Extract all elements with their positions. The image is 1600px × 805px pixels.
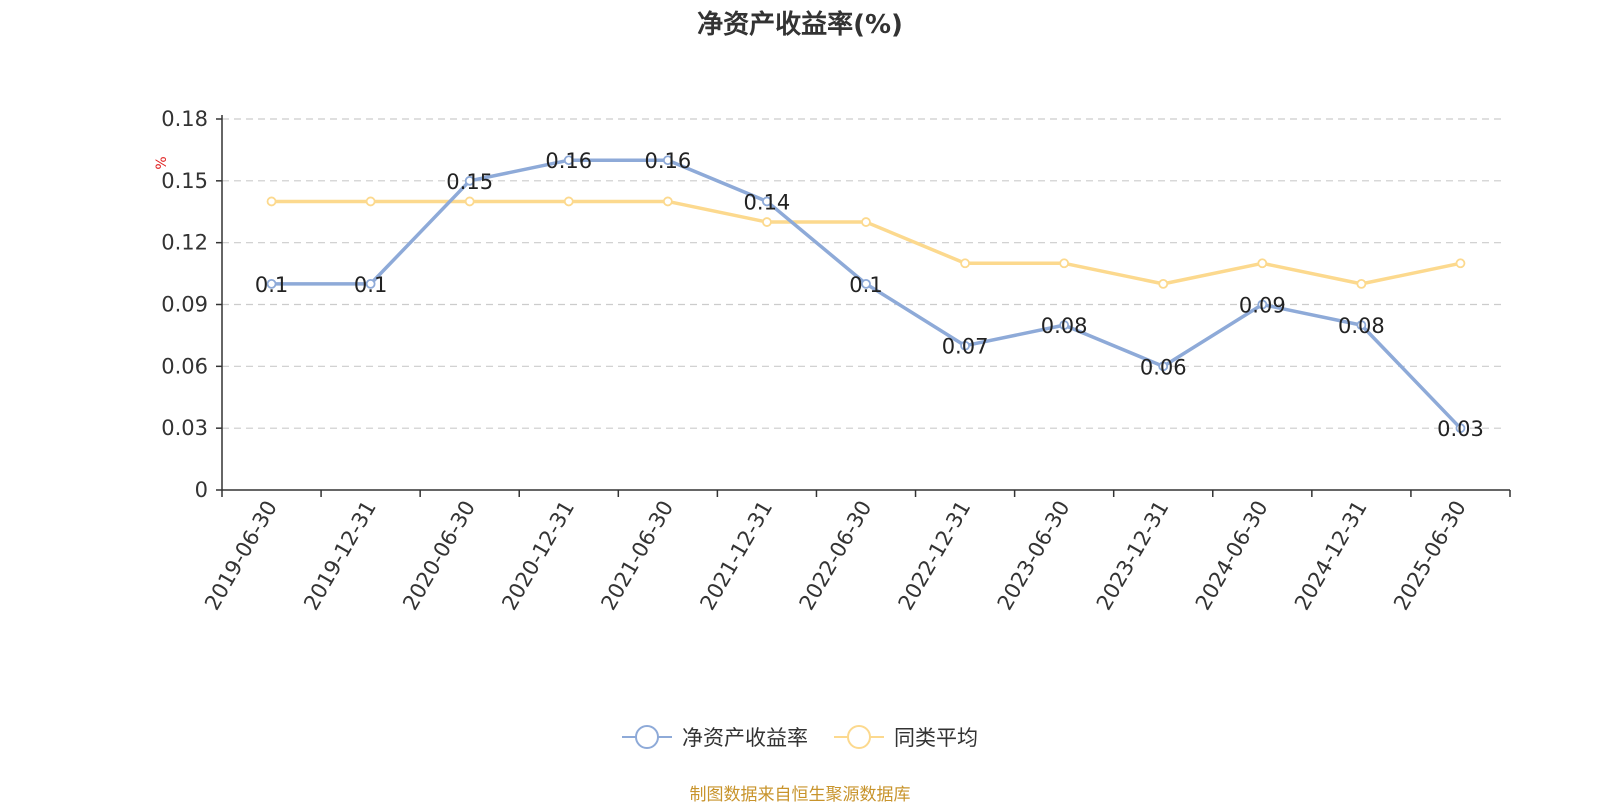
x-tick-label: 2019-06-30 [200, 497, 282, 615]
data-point-peer-average [464, 196, 475, 207]
legend-swatch-peer-average [834, 725, 884, 749]
x-tick-label: 2021-06-30 [596, 497, 678, 615]
data-point-peer-average [1158, 278, 1169, 289]
x-tick-label: 2023-06-30 [993, 497, 1075, 615]
y-tick-label: 0 [195, 478, 208, 502]
data-point-peer-average [1257, 258, 1268, 269]
data-point-roe [1158, 361, 1169, 372]
legend-label-peer-average: 同类平均 [894, 726, 978, 750]
legend-label-roe: 净资产收益率 [682, 726, 808, 750]
y-axis-label: % [154, 156, 170, 169]
y-tick-label: 0.03 [161, 416, 208, 440]
data-label: 0.08 [1041, 314, 1088, 338]
data-point-roe [1356, 320, 1367, 331]
data-point-peer-average [365, 196, 376, 207]
data-point-roe [266, 278, 277, 289]
x-tick-label: 2023-12-31 [1092, 497, 1174, 615]
data-point-roe [662, 155, 673, 166]
chart-title: 净资产收益率(%) [697, 10, 903, 40]
legend-item-roe[interactable]: 净资产收益率 [622, 722, 808, 752]
data-label: 0.1 [354, 273, 387, 297]
data-point-roe [1257, 299, 1268, 310]
data-point-roe [464, 175, 475, 186]
data-point-peer-average [960, 258, 970, 269]
data-point-peer-average [266, 196, 277, 207]
x-tick-label: 2021-12-31 [695, 497, 777, 615]
x-tick-label: 2024-12-31 [1290, 497, 1372, 615]
grid-lines [222, 118, 1502, 429]
data-point-roe [1059, 320, 1070, 331]
y-tick-label: 0.06 [161, 354, 208, 378]
data-label: 0.1 [255, 273, 288, 297]
data-point-peer-average [861, 217, 871, 227]
data-point-roe [960, 340, 970, 351]
axes: 0 0.03 0.06 0.09 0.12 0.15 0.18% 2019-06-30 2019… [154, 107, 1511, 615]
data-label: 0.15 [446, 170, 493, 194]
data-label: 0.16 [644, 149, 691, 173]
data-label: 0.07 [942, 335, 989, 359]
x-tick-label: 2022-06-30 [795, 497, 877, 615]
source-note: 制图数据来自恒生聚源数据库 [689, 785, 911, 805]
data-label: 0.03 [1437, 417, 1484, 441]
data-label: 0.06 [1140, 355, 1187, 379]
series [266, 155, 1466, 434]
x-tick-label: 2019-12-31 [299, 497, 381, 615]
data-labels: 0.1 0.1 0.15 0.16 0.16 0.14 0.1 0.07 0.08 0.06 0.0… [255, 149, 1484, 441]
y-tick-label: 0.12 [161, 231, 208, 255]
x-tick-label: 2020-12-31 [497, 497, 579, 615]
data-point-roe [365, 278, 376, 289]
y-tick-label: 0.18 [161, 107, 208, 131]
legend: 净资产收益率 同类平均 [0, 722, 1600, 752]
x-tick-label: 2022-12-31 [894, 497, 976, 615]
legend-item-peer-average[interactable]: 同类平均 [834, 722, 978, 752]
data-point-peer-average [662, 196, 673, 207]
x-tick-label: 2024-06-30 [1191, 497, 1273, 615]
data-label: 0.14 [744, 190, 791, 214]
y-tick-label: 0.15 [161, 169, 208, 193]
data-point-roe [762, 196, 772, 207]
data-label: 0.09 [1239, 294, 1286, 318]
data-point-roe [563, 155, 574, 166]
data-label: 0.08 [1338, 314, 1385, 338]
data-label: 0.16 [545, 149, 592, 173]
data-point-peer-average [1455, 258, 1466, 269]
data-point-roe [1455, 423, 1466, 434]
x-tick-label: 2020-06-30 [398, 497, 480, 615]
y-tick-label: 0.09 [161, 293, 208, 317]
data-point-peer-average [563, 196, 574, 207]
x-tick-label: 2025-06-30 [1389, 497, 1471, 615]
data-label: 0.1 [849, 273, 882, 297]
data-point-roe [861, 278, 871, 289]
legend-swatch-roe [622, 725, 672, 749]
data-point-peer-average [1059, 258, 1070, 269]
data-point-peer-average [1356, 278, 1367, 289]
data-point-peer-average [762, 217, 772, 227]
